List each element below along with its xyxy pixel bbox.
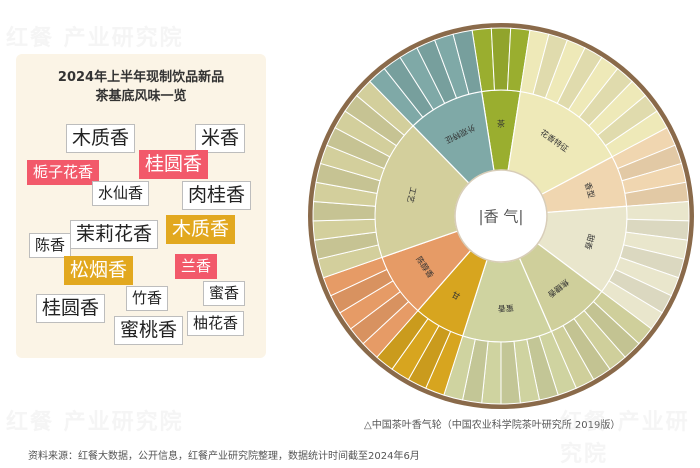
segment-label: 香型 — [583, 181, 597, 199]
segment-label: 蜜香 — [498, 303, 514, 314]
center-label: |香 气| — [479, 208, 524, 226]
flavor-tag: 兰香 — [175, 254, 218, 279]
watermark: 红餐 产业研究院 — [6, 410, 184, 435]
flavor-tag: 蜜香 — [203, 281, 246, 306]
outer-segment — [452, 29, 483, 95]
source-note: 资料来源：红餐大数据，公开信息，红餐产业研究院整理，数据统计时间截至2024年6… — [28, 451, 420, 462]
segment-label: 工艺 — [405, 186, 417, 204]
flavor-tag: 蜜桃香 — [114, 316, 184, 345]
flavor-tag: 栀子花香 — [27, 160, 100, 185]
segment-label: 甘 — [450, 289, 462, 302]
panel-title-line1: 2024年上半年现制饮品新品 — [57, 70, 225, 85]
flavor-tag: 松烟香 — [64, 256, 134, 285]
flavor-tag: 柚花香 — [187, 311, 245, 336]
flavor-tag: 竹香 — [126, 286, 169, 311]
segment-label: 甜香 — [583, 233, 597, 251]
flavor-tag: 桂圆香 — [139, 150, 209, 179]
watermark: 红餐 产业研究院 — [560, 410, 690, 467]
flavor-tag: 水仙香 — [92, 181, 150, 206]
chart-caption: △中国茶叶香气轮（中国农业科学院茶叶研究所 2019版） — [364, 420, 621, 431]
flavor-tag: 桂圆香 — [36, 294, 106, 323]
segment-label: 茶 — [497, 119, 505, 129]
wheel-center — [454, 169, 548, 263]
flavor-tag: 陈香 — [29, 233, 72, 258]
flavor-tag: 肉桂香 — [182, 181, 252, 210]
panel-title-line2: 茶基底风味一览 — [95, 89, 187, 104]
watermark: 红餐 产业研究院 — [6, 26, 184, 51]
flavor-tag: 木质香 — [66, 124, 136, 153]
flavor-tag: 米香 — [195, 124, 246, 153]
flavor-tag: 木质香 — [166, 215, 236, 244]
flavor-tag: 茉莉花香 — [70, 220, 159, 249]
